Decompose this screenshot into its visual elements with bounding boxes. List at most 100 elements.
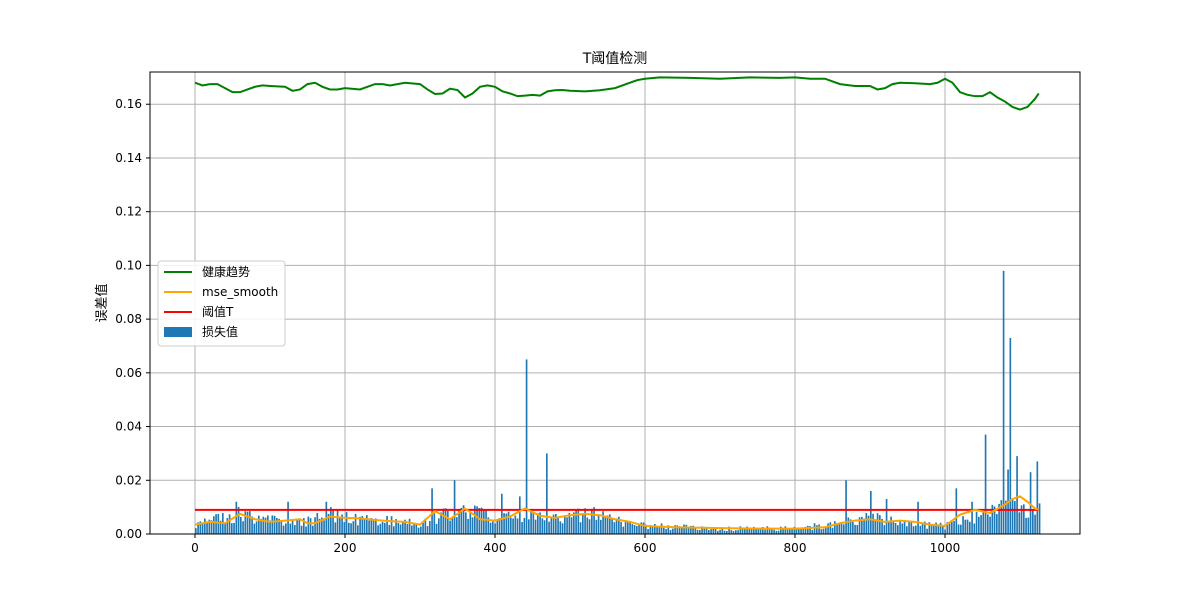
loss-bar [784,526,787,534]
loss-bar [642,522,645,534]
loss-bar [685,524,688,534]
series-lines [194,76,1040,530]
loss-bar [856,524,859,534]
loss-bar [1018,512,1021,534]
y-tick-label: 0.08 [115,312,142,326]
loss-bar [708,530,710,534]
loss-bar [334,522,337,534]
loss-bar [1011,498,1014,534]
x-tick-label: 200 [334,541,357,555]
loss-bar [244,511,247,534]
loss-bar [942,525,944,534]
loss-bar [210,520,213,534]
loss-bar [476,506,478,534]
loss-bar [687,527,690,534]
loss-bar [721,527,724,534]
loss-bar [224,522,226,534]
loss-bar [233,522,235,534]
legend-label-threshold: 阈值T [202,304,234,319]
loss-bar [422,522,424,534]
loss-bar [606,515,609,534]
loss-bar [647,529,649,534]
loss-bar [530,511,532,534]
loss-bar [719,529,721,534]
loss-bar [377,525,379,534]
loss-bar [678,526,681,534]
loss-bar [840,521,843,534]
y-tick-label: 0.12 [115,205,142,219]
loss-bar [737,530,739,534]
loss-bar [384,522,386,534]
loss-bar [496,519,499,534]
loss-bar [811,529,814,534]
loss-bar [1016,456,1018,534]
loss-bar [766,526,769,534]
legend: 健康趋势 mse_smooth 阈值T 损失值 [157,260,286,347]
loss-bar [676,525,679,534]
loss-bar [645,524,647,534]
loss-bar [206,522,208,534]
loss-bar [739,526,742,534]
loss-bar [1002,270,1005,534]
loss-bar [300,525,303,534]
loss-bar [672,528,674,534]
loss-bar [933,525,935,534]
loss-bar [575,510,577,534]
x-tick-label: 0 [191,541,199,555]
loss-bar [640,522,643,534]
loss-bar [701,526,703,534]
loss-bar [546,453,548,534]
x-tick-label: 400 [484,541,507,555]
loss-bar [1005,500,1007,534]
loss-bar [273,515,276,534]
loss-bar [960,524,962,534]
axis-ticks: 0 200 400 600 800 1000 0.00 0.02 0.04 0.06 0.08 0.1… [115,97,960,555]
loss-bar [989,516,991,534]
loss-bar [802,528,805,534]
loss-bar [327,513,330,534]
loss-bar [636,525,638,534]
loss-bar [1025,517,1027,534]
loss-bar [921,523,924,534]
loss-bar [240,517,242,534]
loss-bar [629,521,631,534]
loss-bar [919,525,922,534]
loss-bar [305,526,307,534]
loss-bar [489,522,492,534]
loss-bar [321,517,323,534]
loss-bar [973,523,976,534]
loss-bar [460,507,463,534]
loss-bar [359,516,361,534]
loss-bar [404,519,406,534]
loss-bar [406,524,409,534]
loss-bar [532,512,535,534]
loss-bar [998,503,1000,534]
loss-bar [260,518,262,534]
loss-bar [845,480,847,534]
loss-bar [723,530,726,534]
loss-bar [228,514,231,534]
loss-bar [847,517,850,534]
y-tick-label: 0.02 [115,473,142,487]
loss-bar [408,518,411,534]
loss-bar [465,512,467,534]
loss-bar [829,522,832,534]
loss-bar [663,527,665,534]
loss-bar [413,523,415,534]
loss-bar [462,505,465,534]
loss-bar [604,516,607,534]
loss-bar [278,518,280,534]
loss-bar [368,520,370,534]
loss-bar [534,519,537,534]
loss-bar [456,517,458,534]
loss-bar [674,525,676,534]
loss-bar [798,529,800,534]
loss-bar [863,518,865,534]
loss-bar [768,527,771,534]
loss-bar [955,488,958,534]
loss-bar [393,526,395,534]
loss-bar [318,518,321,534]
loss-bar [795,528,798,534]
loss-bar [332,509,334,534]
loss-bar [537,513,539,534]
